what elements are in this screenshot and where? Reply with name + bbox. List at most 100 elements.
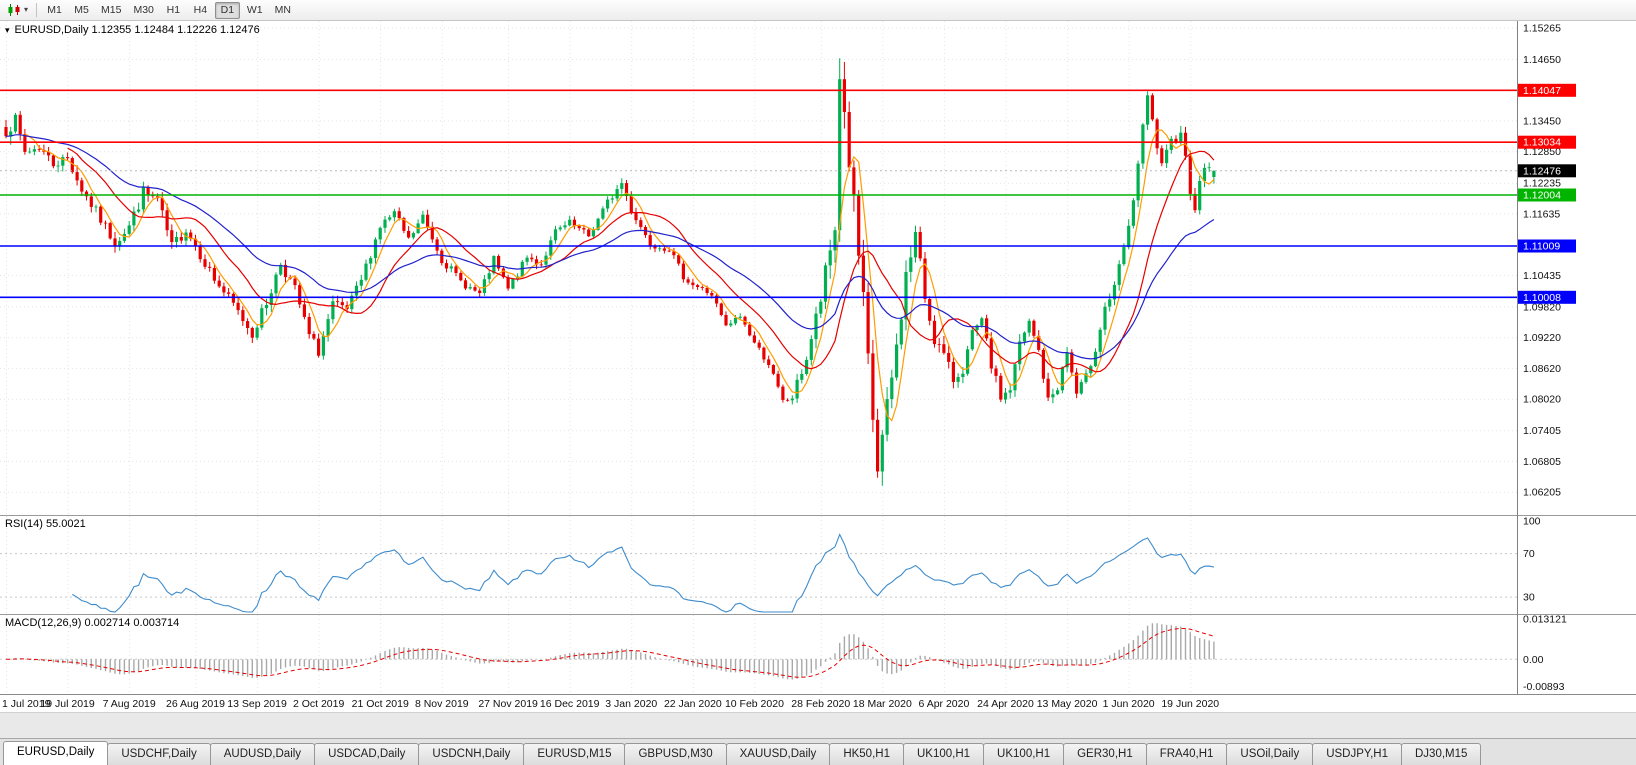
time-label: 26 Aug 2019 [165, 698, 225, 710]
rsi-panel-canvas[interactable]: 100 70 30 [0, 515, 1636, 614]
svg-text:1.07405: 1.07405 [1523, 425, 1561, 437]
horizontal-level-lines[interactable] [0, 89, 1517, 299]
time-label: 6 Apr 2020 [918, 698, 970, 710]
chart-type-button[interactable]: ▾ [4, 1, 31, 19]
chevron-down-icon: ▾ [24, 5, 29, 14]
rsi-line [72, 533, 1215, 613]
time-label: 28 Feb 2020 [791, 698, 851, 710]
chart-tab-dj30-m15[interactable]: DJ30,M15 [1401, 743, 1482, 765]
ma-mid-red-line [67, 147, 1215, 373]
macd-signal-line [5, 628, 1215, 678]
chart-title-text: EURUSD,Daily 1.12355 1.12484 1.12226 1.1… [14, 24, 260, 36]
ma-fast-orange-line [24, 129, 1215, 422]
timeframe-button-w1[interactable]: W1 [246, 4, 263, 16]
price-tag[interactable]: 1.11009 [1518, 239, 1576, 253]
macd-histogram [9, 623, 1215, 680]
chart-tab-usdjpy-h1[interactable]: USDJPY,H1 [1312, 743, 1402, 765]
svg-text:1.10008: 1.10008 [1523, 292, 1561, 304]
time-label: 1 Jul 2019 [2, 698, 51, 710]
chart-tab-audusd-daily[interactable]: AUDUSD,Daily [209, 743, 316, 765]
svg-text:1.11635: 1.11635 [1523, 208, 1560, 220]
svg-text:30: 30 [1523, 592, 1535, 604]
candlestick-chart-icon [8, 4, 20, 16]
timeframe-button-mn[interactable]: MN [274, 4, 291, 16]
time-label: 13 Sep 2019 [227, 698, 287, 710]
time-label: 2 Oct 2019 [292, 698, 345, 710]
svg-text:1.12235: 1.12235 [1523, 178, 1561, 190]
chart-tab-xauusd-daily[interactable]: XAUUSD,Daily [725, 743, 831, 765]
svg-text:70: 70 [1523, 548, 1535, 560]
time-axis[interactable]: 1 Jul 2019 19 Jul 2019 7 Aug 2019 26 Aug 20… [0, 694, 1636, 712]
timeframe-button-group: M1 M5 M15 M30 H1 H4 D1 W1 MN [42, 1, 296, 19]
ma-slow-blue-line [5, 134, 1215, 360]
macd-panel-canvas[interactable]: 0.013121 0.00 -0.00893 [0, 614, 1636, 694]
time-label: 24 Apr 2020 [977, 698, 1034, 710]
chart-tab-hk50-h1[interactable]: HK50,H1 [829, 743, 904, 765]
time-label: 19 Jul 2019 [40, 698, 95, 710]
svg-text:1.13450: 1.13450 [1523, 115, 1561, 127]
timeframe-button-m30[interactable]: M30 [133, 4, 154, 16]
chart-tab-uk100-h1[interactable]: UK100,H1 [902, 743, 985, 765]
svg-text:1.08020: 1.08020 [1523, 394, 1561, 406]
price-tag[interactable]: 1.10008 [1518, 290, 1576, 304]
svg-text:1.08620: 1.08620 [1523, 363, 1561, 375]
chart-tab-usdcnh-daily[interactable]: USDCNH,Daily [418, 743, 525, 765]
status-strip [0, 712, 1636, 738]
chart-title: ▾ EURUSD,Daily 1.12355 1.12484 1.12226 1.… [5, 24, 260, 36]
svg-text:1.14650: 1.14650 [1523, 54, 1561, 66]
price-tag[interactable]: 1.12476 [1518, 164, 1576, 177]
svg-text:1.09820: 1.09820 [1523, 301, 1561, 313]
timeframe-button-m15[interactable]: M15 [101, 4, 122, 16]
chart-tab-usdcad-daily[interactable]: USDCAD,Daily [314, 743, 420, 765]
chart-area: 1.15265 1.14650 1.13450 1.12850 1.12235 1.116… [0, 21, 1636, 694]
chart-tab-fra40-h1[interactable]: FRA40,H1 [1145, 743, 1228, 765]
macd-indicator-label: MACD(12,26,9) 0.002714 0.003714 [5, 617, 180, 629]
price-tag[interactable]: 1.12004 [1518, 188, 1576, 202]
time-label: 8 Nov 2019 [414, 698, 469, 710]
time-label: 7 Aug 2019 [102, 698, 156, 710]
svg-text:1.11009: 1.11009 [1523, 241, 1560, 253]
svg-text:1.14047: 1.14047 [1523, 85, 1561, 97]
svg-text:1.12004: 1.12004 [1523, 190, 1561, 202]
chart-tab-eurusd-daily[interactable]: EURUSD,Daily [3, 741, 109, 765]
svg-text:0.00: 0.00 [1523, 654, 1544, 666]
timeframe-button-m1[interactable]: M1 [47, 4, 62, 16]
chart-tab-gbpusd-m30[interactable]: GBPUSD,M30 [624, 743, 727, 765]
chart-tab-usdchf-daily[interactable]: USDCHF,Daily [107, 743, 211, 765]
price-chart-canvas[interactable]: 1.15265 1.14650 1.13450 1.12850 1.12235 1.116… [0, 21, 1636, 515]
time-label: 16 Dec 2019 [539, 698, 600, 710]
rsi-indicator-label: RSI(14) 55.0021 [5, 518, 86, 530]
chart-tab-eurusd-m15[interactable]: EURUSD,M15 [523, 743, 626, 765]
collapse-chart-icon[interactable]: ▾ [5, 25, 10, 35]
time-label: 19 Jun 2020 [1161, 698, 1220, 710]
chart-tab-ger30-h1[interactable]: GER30,H1 [1063, 743, 1147, 765]
chart-tab-uk100-h1[interactable]: UK100,H1 [983, 743, 1065, 765]
chart-toolbar: ▾ M1 M5 M15 M30 H1 H4 D1 W1 MN [0, 0, 1636, 21]
svg-text:1.09220: 1.09220 [1523, 332, 1561, 344]
svg-text:1.10435: 1.10435 [1523, 270, 1561, 282]
timeframe-button-m5[interactable]: M5 [74, 4, 89, 16]
timeframe-button-d1[interactable]: D1 [214, 1, 240, 19]
time-label: 21 Oct 2019 [351, 698, 409, 710]
grid [0, 21, 1517, 515]
svg-text:1.06205: 1.06205 [1523, 487, 1561, 499]
toolbar-separator [36, 3, 38, 17]
svg-text:1.15265: 1.15265 [1523, 22, 1561, 34]
svg-text:-0.00893: -0.00893 [1523, 681, 1565, 693]
svg-text:100: 100 [1523, 516, 1541, 528]
time-label: 27 Nov 2019 [478, 698, 538, 710]
time-label: 1 Jun 2020 [1102, 698, 1155, 710]
svg-text:1.13034: 1.13034 [1523, 137, 1561, 149]
chart-tab-usoil-daily[interactable]: USOil,Daily [1226, 743, 1314, 765]
svg-text:1.12850: 1.12850 [1523, 146, 1561, 158]
price-tag[interactable]: 1.13034 [1518, 135, 1576, 149]
svg-text:1.06805: 1.06805 [1523, 456, 1561, 468]
candles [4, 58, 1216, 486]
timeframe-button-h1[interactable]: H1 [166, 4, 181, 16]
time-label: 18 Mar 2020 [852, 698, 912, 710]
price-tag[interactable]: 1.14047 [1518, 83, 1576, 97]
timeframe-button-h4[interactable]: H4 [193, 4, 208, 16]
price-axis[interactable]: 1.15265 1.14650 1.13450 1.12850 1.12235 1.116… [1523, 22, 1561, 498]
svg-text:0.013121: 0.013121 [1523, 614, 1567, 626]
